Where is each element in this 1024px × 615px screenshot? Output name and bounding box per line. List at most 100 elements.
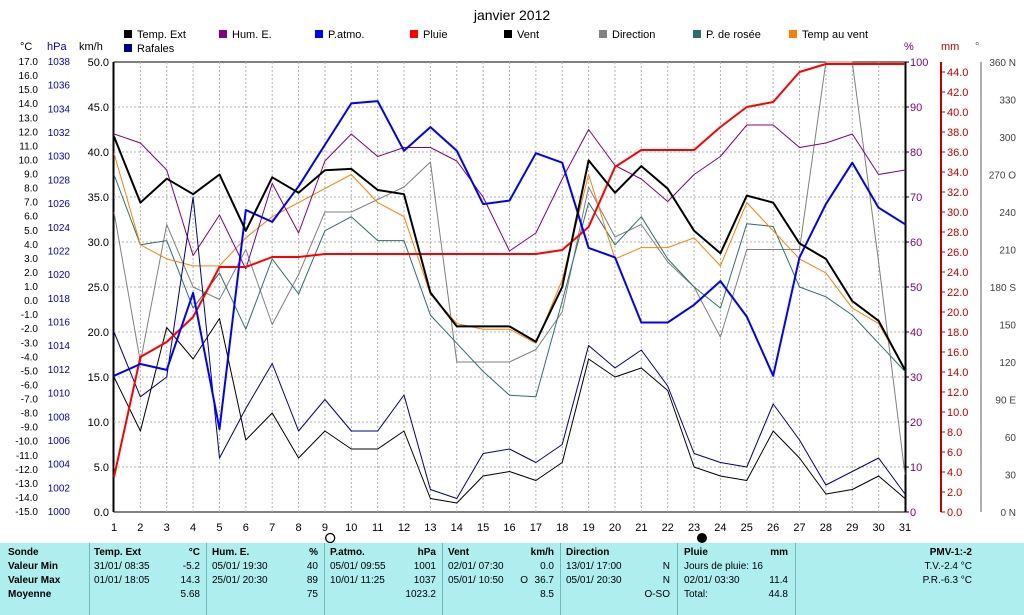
tick-label-temp: -15.0: [15, 507, 38, 518]
tick-label-x: 27: [793, 522, 805, 534]
tick-label-x: 24: [714, 522, 726, 534]
tick-label-rain: 8.0: [947, 427, 962, 439]
tick-label-hum: 100: [910, 57, 928, 69]
stats-vent-min-date: 02/01/ 07:30: [448, 561, 504, 572]
tick-label-x: 31: [899, 522, 911, 534]
tick-label-hum: 20: [910, 417, 922, 429]
full-moon-icon: [325, 532, 336, 543]
tick-label-x: 22: [662, 522, 674, 534]
tick-label-hum: 60: [910, 237, 922, 249]
stats-press-min: 1001: [413, 561, 436, 572]
stats-pluie-max: 11.4: [769, 575, 788, 586]
tick-label-hum: 10: [910, 462, 922, 474]
legend-label: Direction: [612, 29, 655, 41]
legend-swatch: [599, 30, 607, 38]
stats-pluie-unit: mm: [770, 547, 788, 558]
stats-vent: Vent km/h 02/01/ 07:30 0.0 05/01/ 10:50 O 36…: [448, 546, 556, 614]
legend-label: Rafales: [137, 43, 175, 55]
tick-label-dir: 60: [1005, 433, 1017, 444]
tick-label-rain: 40.0: [947, 107, 968, 119]
tick-label-rain: 6.0: [947, 447, 962, 459]
tick-label-hum: 80: [910, 147, 922, 159]
stats-hum: Hum. E.% 05/01/ 19:30 40 25/01/ 20:30 89 7…: [212, 546, 320, 614]
tick-label-temp: 16.0: [19, 71, 39, 82]
tick-label-x: 20: [609, 522, 621, 534]
tick-label-temp: -2.0: [21, 324, 39, 335]
stats-pmv: PMV-1:-2 T.V.-2.4 °C P.R.-6.3 °C: [802, 546, 972, 614]
tick-label-wind: 30.0: [88, 237, 109, 249]
tick-label-press: 1006: [48, 436, 71, 447]
legend-label: Pluie: [423, 29, 447, 41]
tick-label-x: 21: [635, 522, 647, 534]
tick-label-press: 1014: [48, 341, 71, 352]
tick-label-temp: 14.0: [19, 99, 39, 110]
tick-label-temp: 6.0: [24, 212, 38, 223]
stats-press-unit: hPa: [417, 547, 436, 558]
tick-label-x: 1: [111, 522, 117, 534]
stats-vent-avg: 8.5: [540, 589, 554, 600]
tick-label-rain: 22.0: [947, 287, 968, 299]
tick-label-rain: 14.0: [947, 367, 968, 379]
legend-swatch: [789, 30, 797, 38]
tick-label-temp: -12.0: [15, 465, 38, 476]
tick-label-dir: 330: [999, 96, 1016, 107]
legend-label: P.atmo.: [328, 29, 365, 41]
legend-label: P. de rosée: [706, 29, 761, 41]
stats-dir-min-date: 13/01/ 17:00: [566, 561, 622, 572]
tick-label-temp: -13.0: [15, 479, 38, 490]
tick-label-x: 11: [372, 522, 383, 534]
stats-press-max: 1037: [413, 575, 436, 586]
moon-markers: [325, 532, 707, 543]
legend-label: Vent: [517, 29, 539, 41]
tick-label-press: 1024: [48, 223, 71, 234]
legend-label: Hum. E.: [232, 29, 272, 41]
tick-label-rain: 28.0: [947, 227, 968, 239]
tick-label-dir: 180 S: [990, 283, 1016, 294]
axis-unit-label: °: [975, 41, 979, 53]
series-line-vent: [113, 318, 906, 504]
tick-label-rain: 16.0: [947, 347, 968, 359]
stats-pluie-max-date: 02/01/ 03:30: [684, 575, 740, 586]
stats-pluie: Pluie mm Jours de pluie: 16 02/01/ 03:30 1…: [684, 546, 790, 614]
tick-label-hum: 90: [910, 102, 922, 114]
tick-label-x: 19: [582, 522, 594, 534]
stats-hum-min-date: 05/01/ 19:30: [212, 561, 268, 572]
tick-label-temp: -1.0: [21, 310, 39, 321]
tick-label-x: 14: [451, 522, 463, 534]
tick-label-temp: 12.0: [19, 127, 39, 138]
tick-label-dir: 360 N: [989, 58, 1016, 69]
stats-press-max-date: 10/01/ 11:25: [330, 575, 385, 586]
tick-label-press: 1026: [48, 199, 71, 210]
stats-vent-max-date: 05/01/ 10:50: [448, 575, 504, 586]
tick-label-press: 1012: [48, 365, 71, 376]
tick-label-temp: -4.0: [21, 352, 39, 363]
stats-vent-max: 36.7: [534, 575, 554, 586]
series-line-hum-e-: [113, 124, 906, 270]
stats-press: P.atmo. hPa 05/01/ 09:55 1001 10/01/ 11:25…: [330, 546, 438, 614]
tick-label-temp: 8.0: [24, 184, 38, 195]
tick-label-hum: 70: [910, 192, 922, 204]
tick-label-x: 10: [345, 522, 357, 534]
tick-label-hum: 30: [910, 372, 922, 384]
axis-unit-labels: °C hPa km/h% mm °: [20, 41, 979, 53]
axis-unit-label: °C: [20, 41, 32, 53]
tick-label-press: 1016: [48, 318, 71, 329]
stats-press-min-date: 05/01/ 09:55: [330, 561, 386, 572]
tick-label-x: 23: [688, 522, 700, 534]
stats-temp-min-date: 31/01/ 08:35: [94, 561, 150, 572]
tick-label-rain: 24.0: [947, 267, 968, 279]
axis-unit-label: mm: [941, 41, 959, 53]
tick-label-temp: 0.0: [24, 296, 38, 307]
tick-label-wind: 50.0: [88, 57, 109, 69]
stats-dir-min: N: [662, 561, 670, 572]
tick-label-dir: 120: [999, 358, 1016, 369]
tick-label-rain: 32.0: [947, 187, 968, 199]
tick-label-temp: 10.0: [19, 155, 39, 166]
tick-label-hum: 0: [910, 507, 916, 519]
stats-dir-avg: O-SO: [644, 589, 670, 600]
tick-label-temp: -14.0: [15, 493, 38, 504]
stats-hum-max: 89: [306, 575, 318, 586]
tick-label-rain: 38.0: [947, 127, 968, 139]
tick-label-wind: 15.0: [88, 372, 109, 384]
legend: Temp. Ext Rafales Hum. E. P.atmo. Pluie Vent D…: [124, 29, 868, 55]
